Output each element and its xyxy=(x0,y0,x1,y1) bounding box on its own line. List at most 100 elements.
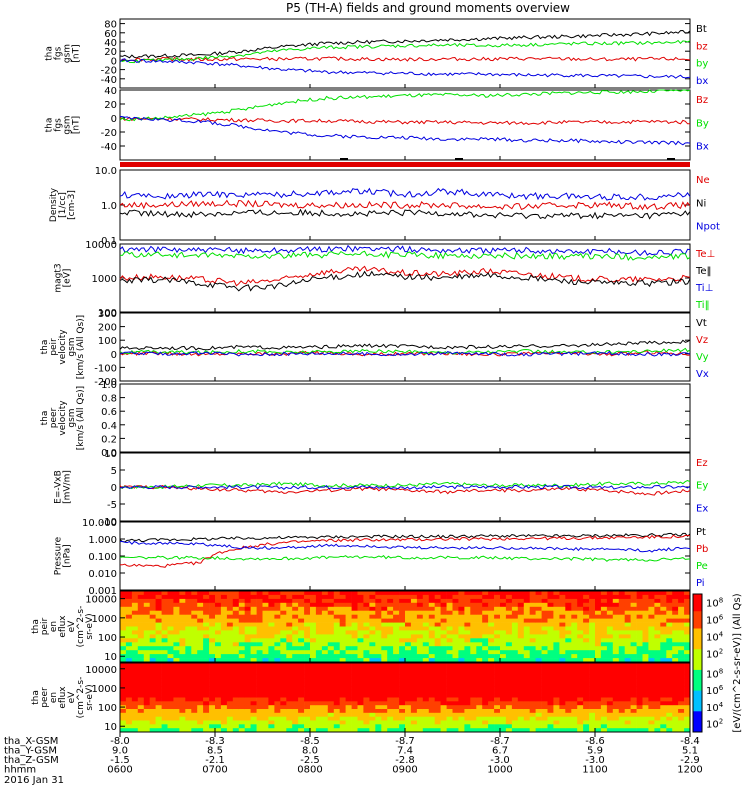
spectrogram-cell xyxy=(428,728,436,733)
x-axis-row-label: tha_Z-GSM xyxy=(4,755,59,766)
y-axis-label-line: [km/s (All Qs)] xyxy=(76,315,86,379)
spectrogram-cell xyxy=(161,666,168,671)
spectrogram-cell xyxy=(256,670,263,675)
spectrogram-cell xyxy=(238,728,246,733)
spectrogram-cell xyxy=(476,728,483,733)
spectrogram-cell xyxy=(120,701,127,706)
spectrogram-cell xyxy=(304,650,311,655)
colorbar-segment xyxy=(693,621,702,626)
spectrogram-cell xyxy=(422,686,430,691)
spectrogram-cell xyxy=(535,638,542,643)
spectrogram-cell xyxy=(559,650,566,655)
spectrogram-cell xyxy=(666,591,673,596)
spectrogram-cell xyxy=(636,594,643,600)
spectrogram-cell xyxy=(452,670,459,675)
spectrogram-cell xyxy=(559,709,566,714)
spectrogram-cell xyxy=(268,689,275,694)
spectrogram-cell xyxy=(511,701,519,706)
spectrogram-cell xyxy=(440,646,447,651)
spectrogram-cell xyxy=(434,728,441,733)
spectrogram-cell xyxy=(523,614,531,619)
spectrogram-cell xyxy=(606,724,614,729)
spectrogram-cell xyxy=(339,663,346,668)
spectrogram-cell xyxy=(369,693,376,698)
spectrogram-cell xyxy=(553,686,560,691)
spectrogram-cell xyxy=(476,618,483,623)
spectrogram-cell xyxy=(399,610,406,615)
spectrogram-cell xyxy=(666,634,673,639)
spectrogram-cell xyxy=(600,663,608,668)
spectrogram-cell xyxy=(595,638,602,643)
spectrogram-cell xyxy=(654,724,661,729)
spectrogram-cell xyxy=(405,728,412,733)
x-tick-label: -8.7 xyxy=(395,736,415,747)
spectrogram-cell xyxy=(482,686,489,691)
colorbar-segment xyxy=(693,659,702,664)
spectrogram-cell xyxy=(612,728,620,733)
spectrogram-cell xyxy=(553,630,560,635)
spectrogram-cell xyxy=(250,666,257,671)
spectrogram-cell xyxy=(298,724,305,729)
spectrogram-cell xyxy=(500,666,507,671)
spectrogram-cell xyxy=(612,678,620,683)
spectrogram-cell xyxy=(642,646,649,651)
spectrogram-cell xyxy=(416,709,424,714)
spectrogram-cell xyxy=(149,614,156,619)
spectrogram-cell xyxy=(612,720,620,725)
spectrogram-cell xyxy=(149,674,156,679)
spectrogram-cell xyxy=(238,666,246,671)
spectrogram-cell xyxy=(120,591,127,596)
spectrogram-cell xyxy=(393,634,400,639)
colorbar-segment xyxy=(693,618,702,623)
spectrogram-cell xyxy=(310,716,317,721)
spectrogram-cell xyxy=(535,598,542,604)
spectrogram-cell xyxy=(274,674,281,679)
spectrogram-cell xyxy=(565,686,572,691)
spectrogram-cell xyxy=(185,709,192,714)
spectrogram-cell xyxy=(405,674,412,679)
spectrogram-cell xyxy=(321,670,329,675)
spectrogram-cell xyxy=(191,724,198,729)
legend-label: by xyxy=(696,59,708,70)
spectrogram-cell xyxy=(280,720,287,725)
spectrogram-cell xyxy=(137,716,145,721)
spectrogram-cell xyxy=(678,716,685,721)
spectrogram-cell xyxy=(345,686,352,691)
spectrogram-cell xyxy=(149,712,156,717)
spectrogram-cell xyxy=(500,630,507,635)
spectrogram-cell xyxy=(173,618,180,623)
spectrogram-cell xyxy=(571,709,578,714)
spectrogram-cell xyxy=(583,622,590,627)
spectrogram-cell xyxy=(511,674,519,679)
spectrogram-cell xyxy=(345,712,352,717)
spectrogram-cell xyxy=(375,686,382,691)
spectrogram-cell xyxy=(357,638,364,643)
spectrogram-cell xyxy=(410,689,418,694)
spectrogram-cell xyxy=(624,658,631,663)
spectrogram-cell xyxy=(173,709,180,714)
spectrogram-cell xyxy=(630,701,637,706)
spectrogram-cell xyxy=(292,720,299,725)
spectrogram-cell xyxy=(120,646,127,651)
spectrogram-cell xyxy=(684,701,691,706)
spectrogram-cell xyxy=(209,626,216,631)
spectrogram-cell xyxy=(357,697,364,702)
y-axis-label-line: gsm xyxy=(63,115,73,134)
y-tick-label: -5 xyxy=(107,500,117,511)
spectrogram-cell xyxy=(684,728,691,733)
spectrogram-cell xyxy=(185,697,192,702)
spectrogram-cell xyxy=(541,614,548,619)
spectrogram-cell xyxy=(612,716,620,721)
spectrogram-cell xyxy=(321,602,329,608)
spectrogram-cell xyxy=(179,697,186,702)
spectrogram-cell xyxy=(262,670,269,675)
spectrogram-cell xyxy=(173,689,180,694)
spectrogram-cell xyxy=(363,728,370,733)
spectrogram-cell xyxy=(179,606,186,612)
spectrogram-cell xyxy=(393,602,400,608)
spectrogram-cell xyxy=(434,634,441,639)
spectrogram-cell xyxy=(244,614,251,619)
spectrogram-cell xyxy=(274,594,281,600)
spectrogram-cell xyxy=(672,598,679,604)
spectrogram-cell xyxy=(606,606,614,612)
